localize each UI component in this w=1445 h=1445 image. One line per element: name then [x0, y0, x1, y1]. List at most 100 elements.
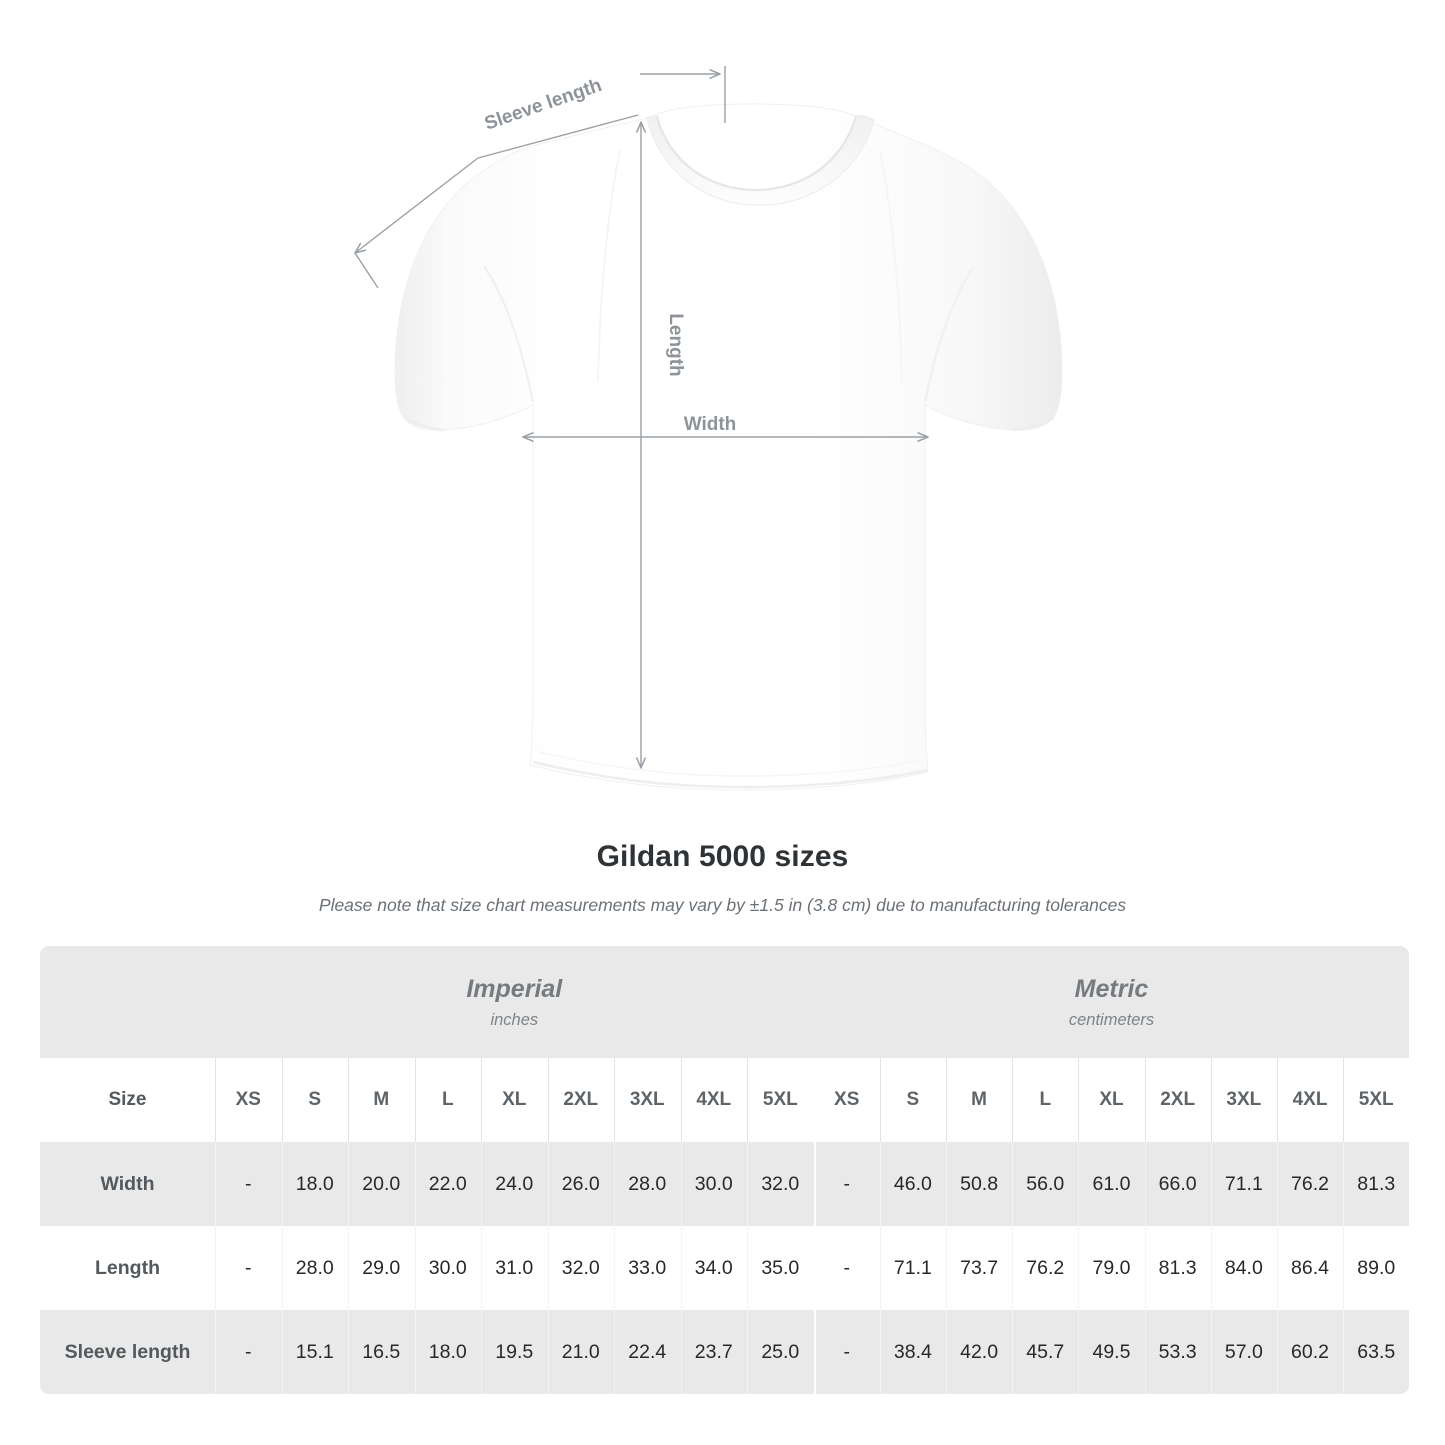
cell-length-imperial-xs: -	[215, 1226, 282, 1310]
shirt-body	[394, 103, 1063, 791]
size-chart-table: Imperial inches Metric centimeters Size …	[40, 946, 1410, 1394]
header-size-label: Size	[40, 1058, 215, 1142]
cell-length-imperial-4xl: 34.0	[680, 1226, 747, 1310]
sleeve-length-label: Sleeve length	[482, 75, 605, 135]
cell-width-imperial-l: 22.0	[414, 1142, 481, 1226]
cell-width-imperial-4xl: 30.0	[680, 1142, 747, 1226]
cell-length-imperial-3xl: 33.0	[614, 1226, 681, 1310]
cell-sleeve-imperial-4xl: 23.7	[680, 1310, 747, 1394]
cell-width-imperial-m: 20.0	[348, 1142, 415, 1226]
cell-length-imperial-2xl: 32.0	[547, 1226, 614, 1310]
header-imperial-xl: XL	[481, 1058, 548, 1142]
header-metric-2xl: 2XL	[1144, 1058, 1211, 1142]
size-header-row: Size XS S M L XL 2XL 3XL 4XL 5XL XS S M …	[40, 1058, 1410, 1142]
unit-banner-imperial: Imperial inches	[215, 946, 814, 1058]
cell-sleeve-imperial-s: 15.1	[281, 1310, 348, 1394]
header-imperial-m: M	[348, 1058, 415, 1142]
page-title: Gildan 5000 sizes	[596, 840, 849, 873]
header-imperial-s: S	[281, 1058, 348, 1142]
cell-length-metric-xl: 79.0	[1078, 1226, 1145, 1310]
header-imperial-l: L	[414, 1058, 481, 1142]
cell-sleeve-imperial-3xl: 22.4	[614, 1310, 681, 1394]
header-imperial-4xl: 4XL	[680, 1058, 747, 1142]
neck-opening	[655, 115, 858, 192]
cell-width-metric-s: 46.0	[879, 1142, 946, 1226]
table-row: Sleeve length - 15.1 16.5 18.0 19.5 21.0…	[40, 1310, 1410, 1394]
cell-sleeve-imperial-xl: 19.5	[481, 1310, 548, 1394]
cell-width-metric-m: 50.8	[945, 1142, 1013, 1226]
fold-left	[597, 149, 621, 381]
header-metric-s: S	[879, 1058, 946, 1142]
cell-width-metric-2xl: 66.0	[1144, 1142, 1211, 1226]
cell-length-imperial-xl: 31.0	[481, 1226, 548, 1310]
sleeve-seam-right	[923, 265, 975, 403]
cell-length-metric-m: 73.7	[945, 1226, 1013, 1310]
sleeve-hem-left	[403, 417, 446, 431]
cell-width-imperial-3xl: 28.0	[614, 1142, 681, 1226]
cell-length-imperial-s: 28.0	[281, 1226, 348, 1310]
cell-length-imperial-5xl: 35.0	[747, 1226, 814, 1310]
cell-sleeve-metric-xs: -	[813, 1310, 880, 1394]
cell-sleeve-imperial-xs: -	[215, 1310, 282, 1394]
unit-name-metric: Metric	[1074, 974, 1149, 1003]
cell-width-imperial-2xl: 26.0	[547, 1142, 614, 1226]
table-row: Width - 18.0 20.0 22.0 24.0 26.0 28.0 30…	[40, 1142, 1410, 1226]
cell-width-metric-xs: -	[813, 1142, 880, 1226]
cell-length-imperial-m: 29.0	[348, 1226, 415, 1310]
header-metric-xl: XL	[1078, 1058, 1145, 1142]
cell-width-imperial-5xl: 32.0	[747, 1142, 814, 1226]
cell-sleeve-metric-l: 45.7	[1012, 1310, 1079, 1394]
row-label-width: Width	[40, 1142, 215, 1226]
table-row: Length - 28.0 29.0 30.0 31.0 32.0 33.0 3…	[40, 1226, 1410, 1310]
measurement-annotations	[355, 66, 928, 768]
sleeve-length-guide-diagonal	[355, 157, 479, 253]
cell-sleeve-imperial-l: 18.0	[414, 1310, 481, 1394]
cell-sleeve-metric-5xl: 63.5	[1343, 1310, 1410, 1394]
sleeve-seam-left	[483, 265, 535, 403]
cell-width-metric-l: 56.0	[1012, 1142, 1079, 1226]
sleeve-hem-right	[1012, 417, 1055, 431]
unit-sub-metric: centimeters	[1068, 1010, 1155, 1029]
cell-width-metric-3xl: 71.1	[1210, 1142, 1277, 1226]
cell-width-imperial-xl: 24.0	[481, 1142, 548, 1226]
unit-banner-row: Imperial inches Metric centimeters	[40, 946, 1410, 1058]
cell-length-metric-s: 71.1	[879, 1226, 946, 1310]
row-label-length: Length	[40, 1226, 215, 1310]
cell-sleeve-metric-s: 38.4	[879, 1310, 946, 1394]
unit-banner-metric: Metric centimeters	[813, 946, 1410, 1058]
cell-sleeve-imperial-2xl: 21.0	[547, 1310, 614, 1394]
size-table-container: Imperial inches Metric centimeters Size …	[40, 946, 1410, 1394]
tshirt-diagram: Sleeve length Length Width	[0, 66, 1063, 791]
unit-sub-imperial: inches	[490, 1010, 539, 1029]
header-metric-5xl: 5XL	[1343, 1058, 1410, 1142]
header-metric-m: M	[945, 1058, 1013, 1142]
tolerance-note: Please note that size chart measurements…	[318, 895, 1127, 915]
cell-length-metric-3xl: 84.0	[1210, 1226, 1277, 1310]
header-metric-4xl: 4XL	[1276, 1058, 1344, 1142]
tshirt-silhouette	[394, 103, 1063, 791]
unit-name-imperial: Imperial	[466, 974, 563, 1003]
header-imperial-2xl: 2XL	[547, 1058, 614, 1142]
chart-heading: Gildan 5000 sizes Please note that size …	[0, 838, 1445, 917]
sleeve-length-guide-top	[477, 114, 639, 159]
cell-sleeve-imperial-5xl: 25.0	[747, 1310, 814, 1394]
sleeve-length-tick	[354, 252, 379, 289]
fold-right	[879, 151, 903, 383]
bottom-hem	[532, 760, 929, 789]
cell-width-metric-xl: 61.0	[1078, 1142, 1145, 1226]
cell-length-imperial-l: 30.0	[414, 1226, 481, 1310]
length-label: Length	[665, 313, 686, 376]
cell-sleeve-metric-m: 42.0	[945, 1310, 1013, 1394]
cell-sleeve-metric-2xl: 53.3	[1144, 1310, 1211, 1394]
cell-length-metric-2xl: 81.3	[1144, 1226, 1211, 1310]
cell-length-metric-5xl: 89.0	[1343, 1226, 1410, 1310]
cell-sleeve-metric-3xl: 57.0	[1210, 1310, 1277, 1394]
cell-length-metric-xs: -	[813, 1226, 880, 1310]
unit-banner-spacer	[40, 946, 215, 1058]
header-metric-xs: XS	[813, 1058, 880, 1142]
cell-sleeve-metric-4xl: 60.2	[1276, 1310, 1344, 1394]
bottom-hem-inner	[539, 751, 923, 777]
cell-width-metric-4xl: 76.2	[1276, 1142, 1344, 1226]
header-imperial-3xl: 3XL	[614, 1058, 681, 1142]
